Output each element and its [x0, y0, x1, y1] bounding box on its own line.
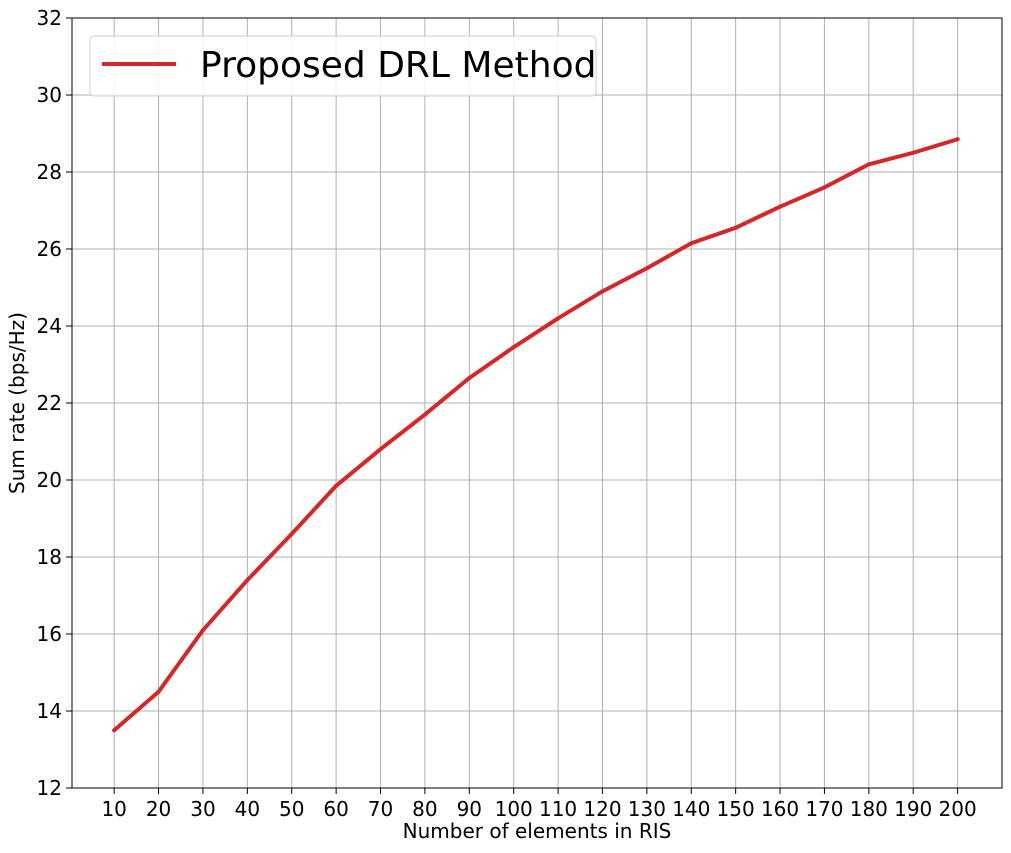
data-point — [778, 204, 783, 209]
data-point — [600, 289, 605, 294]
y-tick-label: 22 — [37, 391, 62, 415]
x-tick-label: 50 — [279, 797, 304, 821]
y-axis-ticks: 12 14 16 18 20 22 24 26 28 30 32 — [37, 6, 72, 800]
data-point — [511, 345, 516, 350]
x-tick-label: 170 — [805, 797, 843, 821]
x-tick-label: 120 — [583, 797, 621, 821]
data-point — [689, 241, 694, 246]
series-line — [112, 137, 960, 733]
x-tick-label: 60 — [323, 797, 348, 821]
data-point — [245, 578, 250, 583]
y-tick-label: 30 — [37, 83, 62, 107]
y-tick-label: 12 — [37, 776, 62, 800]
y-tick-label: 20 — [37, 468, 62, 492]
x-axis-ticks: 10 20 30 40 50 60 70 80 90 100 110 120 130 140 150 160 1… — [101, 788, 977, 821]
y-tick-label: 16 — [37, 622, 62, 646]
data-point — [289, 531, 294, 536]
x-tick-label: 110 — [539, 797, 577, 821]
data-point — [467, 375, 472, 380]
data-point — [112, 728, 117, 733]
x-tick-label: 140 — [672, 797, 710, 821]
x-tick-label: 10 — [101, 797, 126, 821]
x-tick-label: 90 — [457, 797, 482, 821]
data-point — [733, 225, 738, 230]
series-layer — [112, 137, 960, 733]
x-tick-label: 200 — [939, 797, 977, 821]
x-tick-label: 40 — [235, 797, 260, 821]
data-point — [378, 447, 383, 452]
legend: Proposed DRL Method — [89, 35, 597, 97]
x-tick-label: 20 — [146, 797, 171, 821]
data-point — [911, 150, 916, 155]
data-point — [644, 266, 649, 271]
y-axis-label: Sum rate (bps/Hz) — [5, 312, 29, 494]
y-tick-label: 26 — [37, 237, 62, 261]
x-tick-label: 80 — [412, 797, 437, 821]
data-point — [955, 137, 960, 142]
y-tick-label: 24 — [37, 314, 62, 338]
y-tick-label: 18 — [37, 545, 62, 569]
x-tick-label: 30 — [190, 797, 215, 821]
x-tick-label: 180 — [850, 797, 888, 821]
data-point — [822, 185, 827, 190]
x-tick-label: 70 — [368, 797, 393, 821]
legend-label: Proposed DRL Method — [200, 45, 596, 86]
data-point — [556, 316, 561, 321]
data-point — [866, 162, 871, 167]
x-axis-label: Number of elements in RIS — [403, 819, 672, 843]
x-tick-label: 160 — [761, 797, 799, 821]
legend-box — [89, 35, 597, 97]
data-point — [156, 689, 161, 694]
x-tick-label: 100 — [495, 797, 533, 821]
x-tick-label: 190 — [894, 797, 932, 821]
y-tick-label: 32 — [37, 6, 62, 30]
y-tick-label: 14 — [37, 699, 62, 723]
x-tick-label: 130 — [628, 797, 666, 821]
y-tick-label: 28 — [37, 160, 62, 184]
data-point — [334, 483, 339, 488]
data-point — [200, 628, 205, 633]
x-tick-label: 150 — [717, 797, 755, 821]
data-point — [422, 412, 427, 417]
